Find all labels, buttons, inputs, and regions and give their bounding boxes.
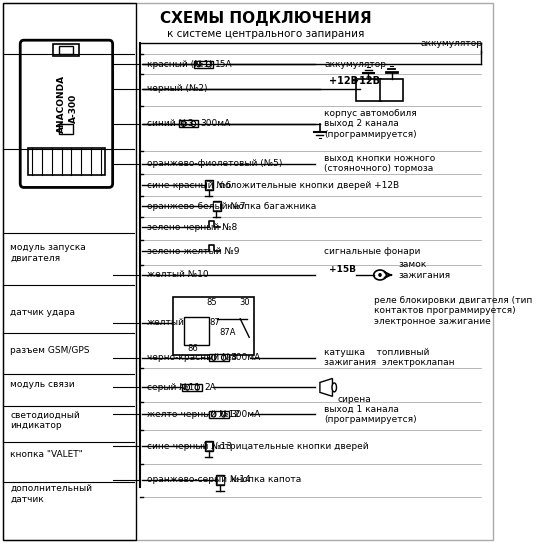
- Text: зелено-желтый №9: зелено-желтый №9: [147, 247, 239, 256]
- Ellipse shape: [222, 412, 226, 417]
- Text: сирена: сирена: [338, 395, 372, 404]
- Text: реле блокировки двигателя (тип
контактов программируется)
электронное зажигание: реле блокировки двигателя (тип контактов…: [374, 296, 532, 326]
- Text: желтый: желтый: [147, 318, 185, 327]
- Text: черно-красный №4: черно-красный №4: [147, 353, 236, 362]
- Text: оранжево-белый №7: оранжево-белый №7: [147, 202, 245, 211]
- Text: ANACONDA: ANACONDA: [57, 75, 66, 133]
- Text: +15В: +15В: [329, 264, 356, 274]
- Text: 87: 87: [210, 318, 221, 327]
- Text: кнопка "VALET": кнопка "VALET": [10, 450, 83, 458]
- Text: +12В: +12В: [351, 76, 380, 86]
- Bar: [206, 442, 212, 450]
- Ellipse shape: [196, 61, 201, 67]
- Text: отрицательные кнопки дверей: отрицательные кнопки дверей: [219, 441, 369, 451]
- Bar: [217, 476, 223, 484]
- Bar: [53, 44, 79, 56]
- Text: оранжево-серый №14: оранжево-серый №14: [147, 476, 250, 484]
- Bar: [206, 181, 212, 190]
- Bar: [3, 3, 136, 540]
- Bar: [213, 201, 221, 211]
- Text: 2А: 2А: [204, 383, 216, 392]
- FancyBboxPatch shape: [20, 40, 113, 187]
- Text: кнопка багажника: кнопка багажника: [227, 202, 316, 211]
- Ellipse shape: [195, 384, 200, 390]
- Ellipse shape: [378, 273, 382, 277]
- Text: корпус автомобиля
выход 2 канала
(программируется): корпус автомобиля выход 2 канала (програ…: [324, 109, 417, 138]
- Bar: [183, 384, 202, 391]
- Text: положительные кнопки дверей +12В: положительные кнопки дверей +12В: [219, 181, 399, 190]
- Text: желтый №10: желтый №10: [147, 270, 208, 280]
- Text: 300мА: 300мА: [230, 353, 261, 362]
- Bar: [356, 79, 381, 101]
- Text: датчик удара: датчик удара: [10, 308, 75, 317]
- Ellipse shape: [185, 384, 190, 390]
- Text: аккумулятор: аккумулятор: [420, 39, 482, 48]
- Bar: [179, 121, 199, 127]
- Ellipse shape: [206, 61, 211, 67]
- Text: 15А: 15А: [215, 60, 233, 68]
- Text: разъем GSM/GPS: разъем GSM/GPS: [10, 346, 90, 355]
- Text: катушка    топливный
зажигания  электроклапан: катушка топливный зажигания электроклапа…: [324, 348, 455, 367]
- Text: красный (№1): красный (№1): [147, 60, 212, 68]
- Text: кнопка капота: кнопка капота: [230, 476, 301, 484]
- Text: СХЕМЫ ПОДКЛЮЧЕНИЯ: СХЕМЫ ПОДКЛЮЧЕНИЯ: [160, 11, 372, 27]
- Ellipse shape: [182, 121, 186, 127]
- Bar: [59, 46, 73, 54]
- Text: сине-черный №13: сине-черный №13: [147, 441, 232, 451]
- Text: модуль связи: модуль связи: [10, 380, 75, 389]
- Ellipse shape: [191, 121, 196, 127]
- Text: 30: 30: [239, 298, 250, 307]
- Text: сигнальные фонари: сигнальные фонари: [324, 247, 421, 256]
- Text: синий №3: синий №3: [147, 119, 194, 128]
- Text: выход кнопки ножного
(стояночного) тормоза: выход кнопки ножного (стояночного) тормо…: [324, 154, 436, 173]
- Text: 87A: 87A: [219, 328, 236, 337]
- Text: желто-черный №12: желто-черный №12: [147, 410, 240, 419]
- Bar: [380, 79, 403, 101]
- Text: A-300: A-300: [69, 94, 78, 123]
- Bar: [209, 411, 229, 418]
- Polygon shape: [320, 378, 332, 396]
- Text: к системе центрального запирания: к системе центрального запирания: [167, 29, 365, 39]
- Text: светодиодный
индикатор: светодиодный индикатор: [10, 411, 80, 430]
- Bar: [28, 148, 104, 175]
- Ellipse shape: [212, 412, 216, 417]
- Text: сине-красный №6: сине-красный №6: [147, 181, 231, 190]
- Text: серый №11: серый №11: [147, 383, 200, 392]
- Text: +12В: +12В: [329, 76, 358, 86]
- Ellipse shape: [374, 270, 386, 280]
- Bar: [173, 297, 254, 355]
- Text: аккумулятор: аккумулятор: [324, 60, 387, 68]
- Text: модуль запуска
двигателя: модуль запуска двигателя: [10, 243, 86, 263]
- Bar: [209, 354, 229, 361]
- Bar: [205, 441, 213, 451]
- Text: 300мА: 300мА: [200, 119, 230, 128]
- Text: дополнительный
датчик: дополнительный датчик: [10, 484, 92, 503]
- Bar: [184, 317, 209, 345]
- Ellipse shape: [222, 355, 226, 361]
- Text: 85: 85: [206, 298, 217, 307]
- Bar: [216, 475, 224, 485]
- Bar: [194, 61, 213, 67]
- Ellipse shape: [212, 355, 216, 361]
- Text: 86: 86: [188, 344, 198, 353]
- Bar: [213, 203, 220, 210]
- Text: 300мА: 300мА: [230, 410, 261, 419]
- Bar: [59, 124, 73, 134]
- Text: оранжево-фиолетовый (№5): оранжево-фиолетовый (№5): [147, 159, 282, 168]
- Bar: [205, 180, 213, 191]
- Text: черный (№2): черный (№2): [147, 85, 207, 93]
- Text: зелено-черный №8: зелено-черный №8: [147, 223, 237, 232]
- Ellipse shape: [332, 383, 337, 392]
- Text: замок
зажигания: замок зажигания: [399, 260, 451, 280]
- Text: выход 1 канала
(программируется): выход 1 канала (программируется): [324, 405, 417, 424]
